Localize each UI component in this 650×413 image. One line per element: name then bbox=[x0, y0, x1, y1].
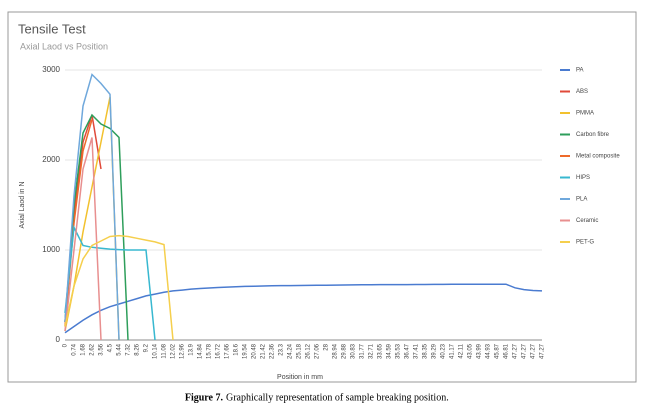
x-tick-label: 21.42 bbox=[261, 343, 267, 359]
x-tick-label: 28.94 bbox=[333, 343, 339, 359]
series-line bbox=[64, 113, 129, 341]
x-tick-label: 41.17 bbox=[450, 343, 456, 359]
x-tick-label: 43.05 bbox=[468, 343, 474, 359]
x-tick-label: 17.66 bbox=[225, 343, 231, 359]
x-tick-label: 0 bbox=[63, 343, 69, 347]
legend-label: HIPS bbox=[576, 175, 590, 181]
x-tick-label: 37.41 bbox=[414, 343, 420, 359]
x-tick-label: 10.14 bbox=[153, 343, 159, 359]
x-tick-label: 45.87 bbox=[495, 343, 501, 359]
x-tick-label: 47.27 bbox=[513, 343, 519, 359]
series-line bbox=[64, 224, 156, 341]
x-tick-label: 42.11 bbox=[459, 343, 465, 358]
x-tick-label: 14.84 bbox=[198, 343, 204, 359]
x-tick-label: 40.23 bbox=[441, 343, 447, 359]
x-tick-label: 30.83 bbox=[351, 343, 357, 359]
x-tick-label: 22.36 bbox=[270, 343, 276, 359]
x-tick-label: 32.71 bbox=[369, 343, 375, 359]
x-tick-label: 4.5 bbox=[108, 343, 114, 352]
x-tick-label: 26.12 bbox=[306, 343, 312, 359]
x-tick-label: 33.65 bbox=[378, 343, 384, 359]
x-tick-label: 24.24 bbox=[288, 343, 294, 359]
x-tick-label: 11.08 bbox=[162, 343, 168, 358]
x-tick-label: 34.59 bbox=[387, 343, 393, 359]
x-tick-label: 25.18 bbox=[297, 343, 303, 359]
x-tick-label: 44.93 bbox=[486, 343, 492, 359]
chart-subtitle: Axial Laod vs Position bbox=[20, 41, 108, 51]
x-tick-label: 15.78 bbox=[207, 343, 213, 359]
caption-text: Graphically representation of sample bre… bbox=[226, 392, 449, 403]
legend-label: Ceramic bbox=[576, 218, 598, 224]
x-tick-label: 47.27 bbox=[540, 343, 546, 359]
x-tick-label: 9.2 bbox=[144, 343, 150, 352]
x-tick-label: 43.99 bbox=[477, 343, 483, 359]
series-line bbox=[64, 283, 543, 334]
caption-label: Figure 7. bbox=[185, 392, 224, 403]
legend-label: Carbon fibre bbox=[576, 132, 610, 138]
x-tick-label: 27.06 bbox=[315, 343, 321, 359]
x-tick-label: 47.27 bbox=[522, 343, 528, 359]
x-tick-label: 3.56 bbox=[99, 343, 105, 355]
x-tick-label: 19.54 bbox=[243, 343, 249, 359]
y-tick-label: 1000 bbox=[42, 245, 60, 254]
x-tick-label: 23.3 bbox=[279, 343, 285, 355]
chart-title: Tensile Test bbox=[18, 21, 86, 36]
y-tick-label: 0 bbox=[56, 335, 61, 344]
legend-label: PLA bbox=[576, 197, 587, 203]
x-tick-label: 1.68 bbox=[81, 343, 87, 355]
x-tick-label: 7.32 bbox=[126, 343, 132, 355]
series-line bbox=[64, 73, 120, 341]
x-tick-label: 5.44 bbox=[117, 343, 123, 355]
legend-label: PA bbox=[576, 68, 584, 74]
y-axis-label: Axial Laod in N bbox=[19, 181, 26, 228]
x-tick-label: 47.27 bbox=[531, 343, 537, 359]
x-tick-label: 31.77 bbox=[360, 343, 366, 359]
x-tick-label: 2.62 bbox=[90, 343, 96, 355]
x-axis-label: Position in mm bbox=[277, 374, 323, 381]
x-tick-label: 16.72 bbox=[216, 343, 222, 359]
legend-label: ABS bbox=[576, 89, 588, 95]
x-tick-label: 12.02 bbox=[171, 343, 177, 359]
legend-label: Metal composite bbox=[576, 154, 620, 160]
x-tick-label: 12.96 bbox=[180, 343, 186, 359]
legend-label: PET-G bbox=[576, 240, 594, 246]
x-tick-label: 36.47 bbox=[405, 343, 411, 359]
chart-frame bbox=[7, 11, 637, 383]
legend-label: PMMA bbox=[576, 111, 594, 117]
x-tick-label: 18.6 bbox=[234, 343, 240, 355]
x-tick-label: 35.53 bbox=[396, 343, 402, 359]
series-line bbox=[64, 234, 174, 341]
x-tick-label: 0.74 bbox=[72, 343, 78, 355]
x-tick-label: 8.26 bbox=[135, 343, 141, 355]
x-tick-label: 20.48 bbox=[252, 343, 258, 359]
y-tick-label: 2000 bbox=[42, 155, 60, 164]
x-tick-label: 38.35 bbox=[423, 343, 429, 359]
x-tick-label: 29.88 bbox=[342, 343, 348, 359]
series-line bbox=[64, 137, 102, 341]
x-tick-label: 46.81 bbox=[504, 343, 510, 359]
x-tick-label: 28 bbox=[324, 343, 330, 350]
y-tick-label: 3000 bbox=[42, 65, 60, 74]
x-tick-label: 13.9 bbox=[189, 343, 195, 355]
x-tick-label: 39.29 bbox=[432, 343, 438, 359]
